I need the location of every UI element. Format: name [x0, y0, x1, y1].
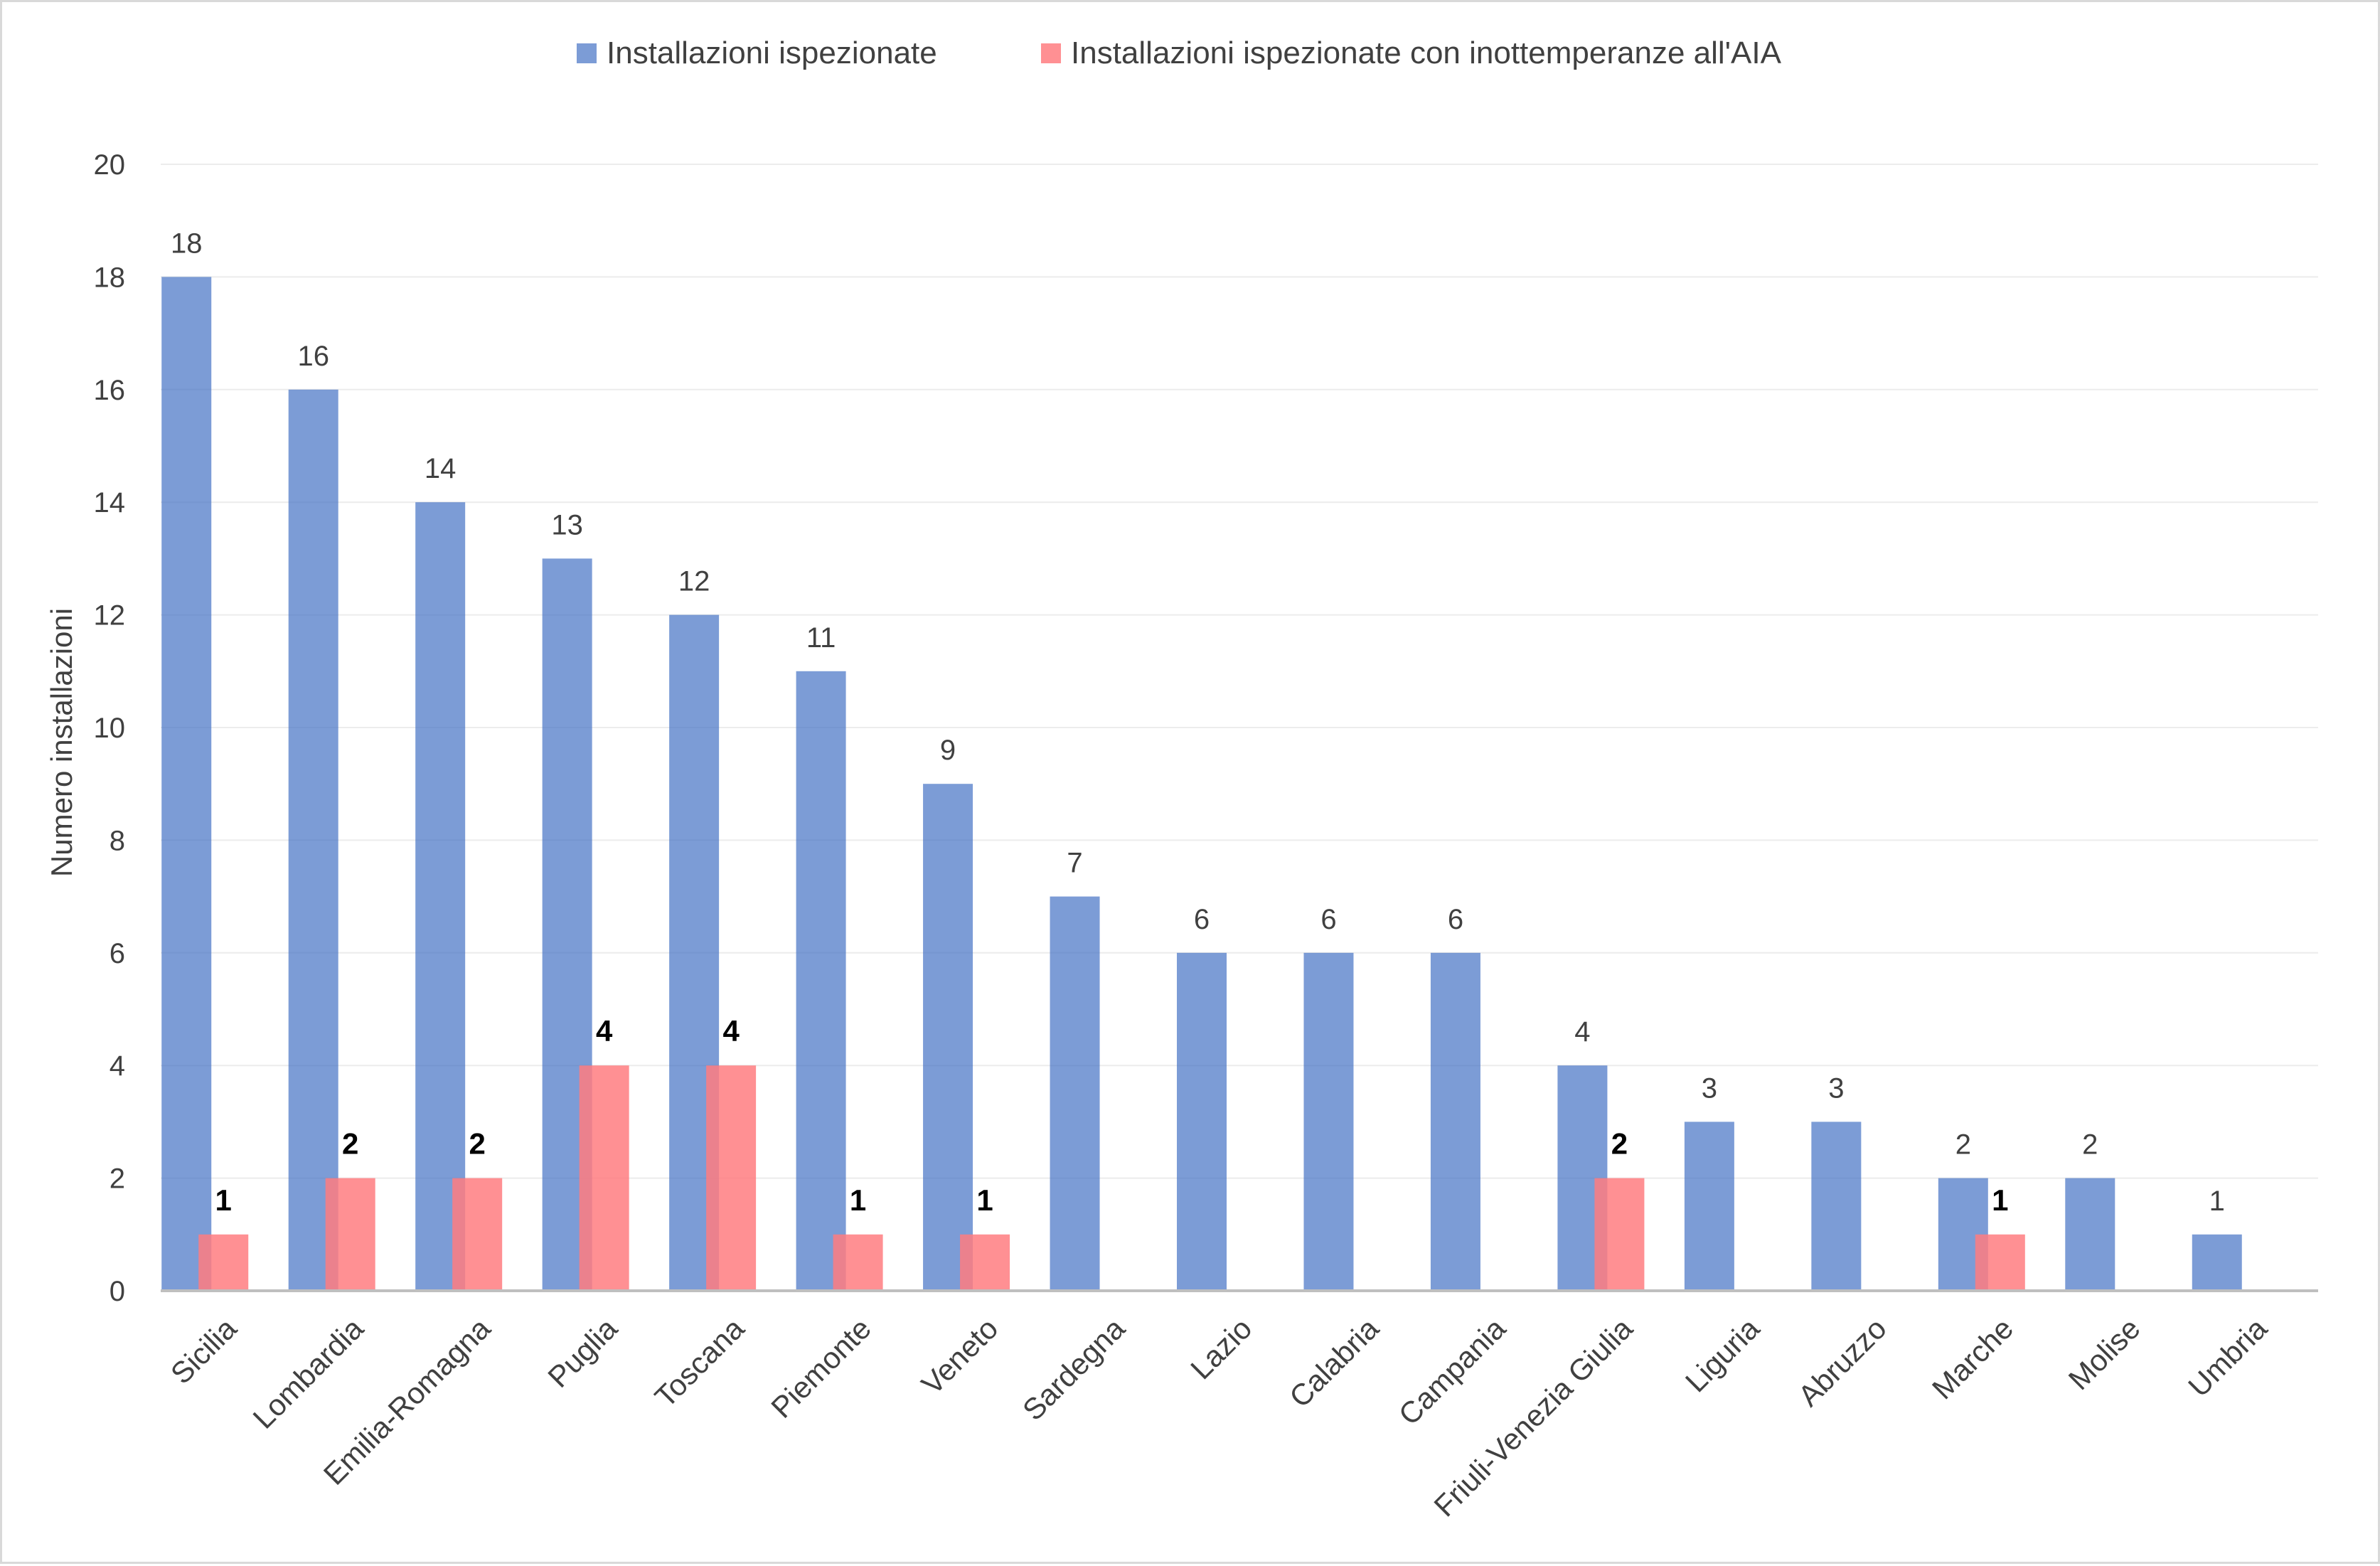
data-label-non-compliant: 2: [469, 1127, 485, 1161]
data-label-non-compliant: 2: [342, 1127, 358, 1161]
bar-non-compliant: [325, 1178, 375, 1291]
y-axis-label: Numero installazioni: [45, 608, 78, 877]
data-label-inspected: 6: [1320, 904, 1336, 935]
y-tick-label: 10: [94, 713, 126, 744]
data-label-inspected: 7: [1067, 848, 1082, 879]
x-tick-label: Calabria: [1283, 1311, 1385, 1414]
x-tick-label: Sicilia: [164, 1311, 243, 1390]
data-label-inspected: 4: [1574, 1016, 1590, 1048]
data-label-inspected: 12: [678, 566, 710, 597]
data-label-inspected: 11: [806, 622, 836, 654]
bar-inspected: [1050, 896, 1100, 1291]
y-tick-label: 8: [110, 825, 125, 856]
bar-inspected: [1177, 952, 1227, 1291]
x-tick-label: Campania: [1392, 1311, 1512, 1432]
bar-inspected: [2192, 1234, 2242, 1291]
data-label-inspected: 3: [1828, 1072, 1844, 1104]
data-label-inspected: 2: [2082, 1129, 2098, 1161]
data-label-non-compliant: 1: [976, 1183, 993, 1217]
x-tick-label: Lazio: [1184, 1311, 1258, 1385]
data-label-non-compliant: 4: [596, 1014, 613, 1048]
y-tick-label: 14: [94, 487, 126, 518]
y-tick-label: 4: [110, 1050, 125, 1082]
legend: Installazioni ispezionate Installazioni i…: [577, 36, 1782, 70]
data-label-inspected: 6: [1448, 904, 1463, 935]
x-tick-label: Umbria: [2182, 1311, 2273, 1403]
bar-non-compliant: [198, 1234, 249, 1291]
y-tick-label: 12: [94, 600, 126, 632]
x-tick-label: Puglia: [541, 1311, 624, 1394]
bar-non-compliant: [1594, 1178, 1645, 1291]
x-tick-label: Lombardia: [246, 1311, 370, 1435]
bar-inspected: [1684, 1122, 1734, 1291]
y-tick-label: 16: [94, 375, 126, 406]
legend-label: Installazioni ispezionate: [607, 36, 937, 70]
data-label-inspected: 14: [425, 453, 457, 484]
bar-non-compliant: [833, 1234, 883, 1291]
data-label-inspected: 13: [551, 509, 583, 540]
bar-inspected: [288, 389, 338, 1291]
x-tick-label: Sardegna: [1016, 1311, 1131, 1427]
data-label-inspected: 16: [297, 341, 329, 372]
bar-inspected: [161, 277, 212, 1291]
bar-non-compliant: [579, 1065, 629, 1291]
x-tick-label: Veneto: [915, 1311, 1005, 1401]
legend-swatch: [1041, 43, 1061, 63]
x-tick-label: Liguria: [1679, 1311, 1766, 1399]
bar-inspected: [923, 784, 973, 1291]
data-label-inspected: 6: [1194, 904, 1210, 935]
bar-non-compliant: [706, 1065, 757, 1291]
bar-non-compliant: [960, 1234, 1010, 1291]
y-tick-label: 0: [110, 1276, 125, 1307]
gridlines: [161, 164, 2318, 1179]
legend-label: Installazioni ispezionate con inottemper…: [1071, 36, 1782, 70]
data-label-inspected: 1: [2209, 1186, 2225, 1217]
x-tick-label: Abruzzo: [1792, 1311, 1893, 1412]
bars: [161, 277, 2242, 1291]
y-tick-label: 6: [110, 938, 125, 969]
x-tick-label: Marche: [1926, 1311, 2019, 1405]
data-label-inspected: 2: [1955, 1129, 1971, 1161]
y-axis-ticks: 0 2 4 6 8 10 12 14 16 18 20: [94, 149, 126, 1307]
legend-swatch: [577, 43, 597, 63]
bar-inspected: [796, 671, 846, 1291]
x-tick-label: Toscana: [649, 1311, 751, 1414]
x-tick-label: Molise: [2062, 1311, 2147, 1396]
bar-inspected: [1430, 952, 1480, 1291]
bar-non-compliant: [452, 1178, 503, 1291]
data-label-non-compliant: 1: [850, 1183, 866, 1217]
bar-inspected: [1303, 952, 1354, 1291]
y-tick-label: 20: [94, 149, 126, 181]
data-label-non-compliant: 2: [1611, 1127, 1628, 1161]
data-label-non-compliant: 1: [1992, 1183, 2008, 1217]
bar-inspected: [2065, 1178, 2115, 1291]
data-label-inspected: 3: [1702, 1072, 1717, 1104]
x-tick-label: Piemonte: [764, 1311, 877, 1424]
y-tick-label: 18: [94, 262, 126, 293]
data-label-non-compliant: 1: [215, 1183, 232, 1217]
bar-inspected: [1811, 1122, 1862, 1291]
data-label-inspected: 9: [940, 735, 956, 766]
data-label-non-compliant: 4: [722, 1014, 740, 1048]
bar-non-compliant: [1975, 1234, 2025, 1291]
y-tick-label: 2: [110, 1163, 125, 1195]
bar-inspected: [415, 502, 466, 1291]
data-label-inspected: 18: [171, 228, 203, 259]
